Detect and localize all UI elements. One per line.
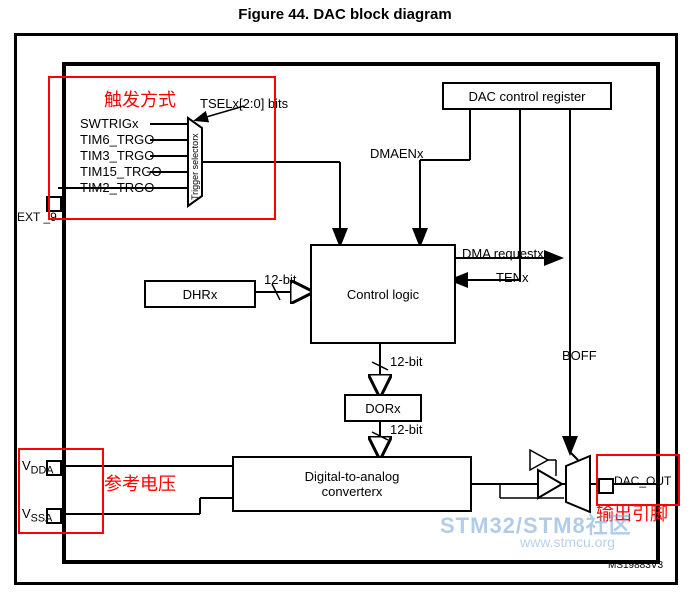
figure-id: MS19883V3	[608, 560, 663, 571]
annot-vref-text: 参考电压	[104, 470, 176, 496]
annot-trigger-text: 触发方式	[104, 86, 176, 112]
dorx-block: DORx	[344, 394, 422, 422]
annot-vref-box	[18, 448, 104, 534]
control-logic-block: Control logic	[310, 244, 456, 344]
tenx-label: TENx	[496, 270, 529, 285]
dmaenx-label: DMAENx	[370, 146, 423, 161]
dac-control-register-block: DAC control register	[442, 82, 612, 110]
bit12-a-label: 12-bit	[264, 272, 297, 287]
annot-out-box	[596, 454, 680, 506]
boff-label: BOFF	[562, 348, 597, 363]
bit12-b-label: 12-bit	[390, 354, 423, 369]
dhrx-block: DHRx	[144, 280, 256, 308]
bit12-c-label: 12-bit	[390, 422, 423, 437]
watermark-sub: www.stmcu.org	[520, 534, 615, 550]
dac-block-diagram: Figure 44. DAC block diagram Trigger sel…	[0, 0, 690, 595]
dma-request-label: DMA requestx	[462, 246, 544, 261]
d2a-converter-block: Digital-to-analog converterx	[232, 456, 472, 512]
